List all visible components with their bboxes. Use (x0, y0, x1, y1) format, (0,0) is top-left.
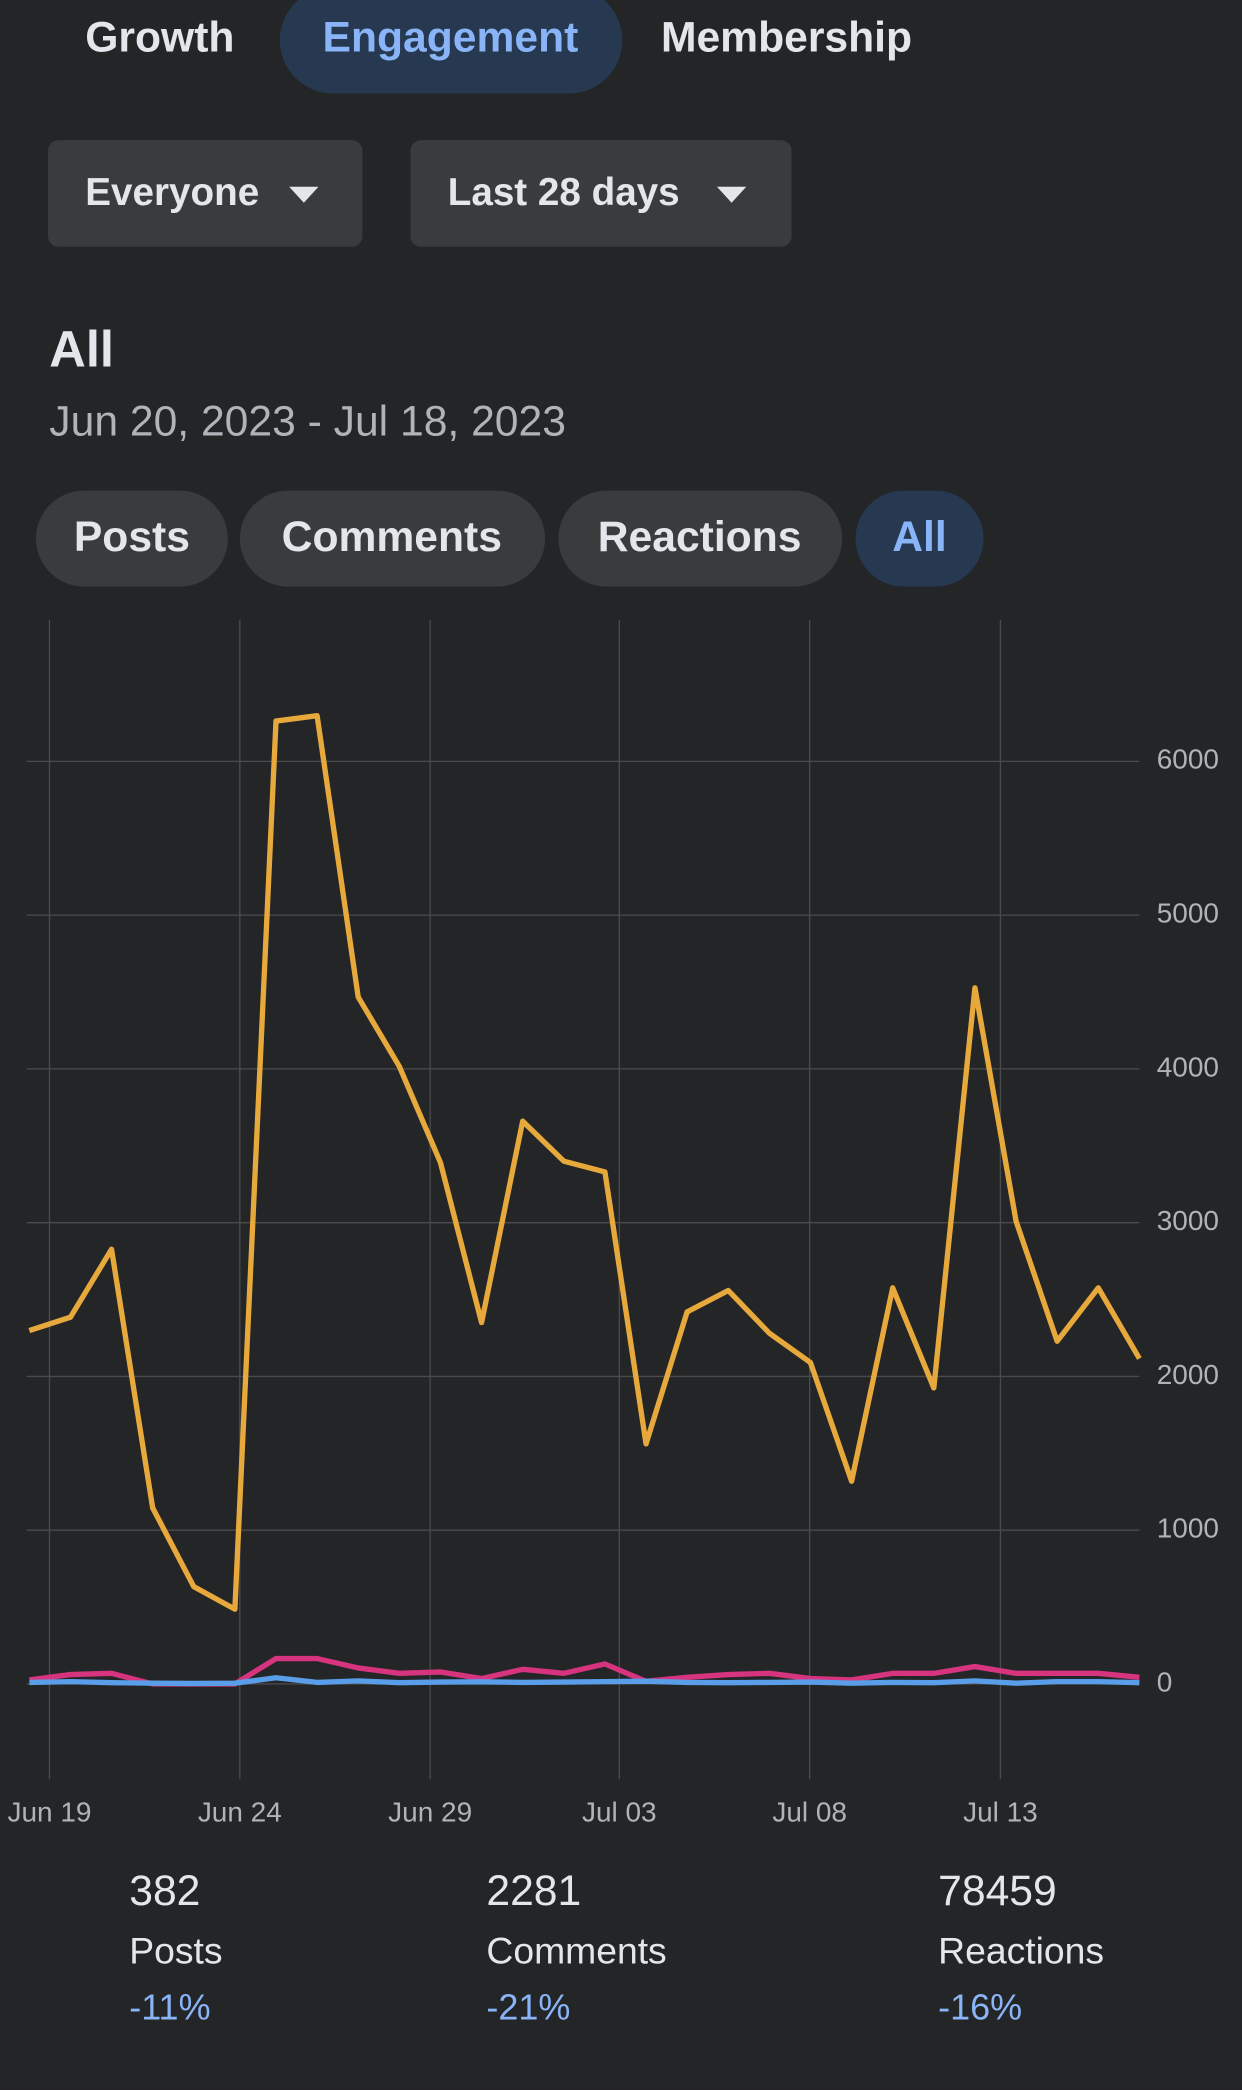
chip[interactable] (239, 490, 546, 587)
dropdown-label: Last 28 days (448, 171, 680, 214)
stats: 382 Posts -11% 2281 Comments -21% 78459 Reactio… (129, 1867, 1104, 2027)
stat-label: Posts (129, 1930, 222, 1972)
stat-value: 382 (129, 1867, 200, 1915)
stat-label: Reactions (938, 1930, 1104, 1972)
x-tick-label: Jul 03 (582, 1796, 657, 1827)
chart: Jun 19 Jun 24 Jun 29 Jul 03 Jul 08 Jul 13 0 100… (7, 619, 1219, 1827)
line-series (28, 713, 1142, 1612)
tab[interactable]: Engagement (323, 13, 579, 61)
chip-active[interactable] (855, 490, 984, 587)
x-tick-label: Jun 24 (198, 1796, 282, 1827)
stat-change: -16% (938, 1986, 1022, 2027)
stat-change: -21% (486, 1986, 570, 2027)
y-tick-label: 5000 (1157, 898, 1219, 929)
chip-label: Comments (282, 513, 502, 561)
chip[interactable] (558, 490, 843, 587)
section-title: All (49, 321, 114, 378)
tab[interactable]: Membership (661, 13, 912, 61)
dropdown-arrow (289, 186, 319, 203)
x-tick-label: Jun 29 (388, 1796, 472, 1827)
dropdown-label: Everyone (85, 171, 259, 214)
y-tick-label: 3000 (1157, 1205, 1219, 1236)
stat-change: -11% (129, 1986, 210, 2027)
stat-value: 2281 (486, 1867, 581, 1915)
dropdown[interactable] (47, 140, 363, 247)
chip[interactable] (35, 490, 228, 587)
tab-active-bg[interactable] (279, 0, 623, 94)
chip-label: All (892, 513, 946, 561)
tab[interactable]: Growth (85, 13, 234, 61)
chip-label: Reactions (598, 513, 802, 561)
y-tick-label: 6000 (1157, 744, 1219, 775)
y-tick-label: 1000 (1157, 1513, 1219, 1544)
x-tick-label: Jul 08 (772, 1796, 847, 1827)
date-range: Jun 20, 2023 - Jul 18, 2023 (49, 397, 566, 445)
stat-label: Comments (486, 1930, 666, 1972)
y-tick-label: 2000 (1157, 1359, 1219, 1390)
x-tick-label: Jun 19 (7, 1796, 91, 1827)
line-series (29, 1675, 1140, 1687)
x-tick-label: Jul 13 (963, 1796, 1038, 1827)
y-tick-label: 0 (1157, 1666, 1173, 1697)
chip-label: Posts (74, 513, 190, 561)
stat-value: 78459 (938, 1867, 1057, 1915)
y-tick-label: 4000 (1157, 1051, 1219, 1082)
dropdown-arrow (716, 186, 747, 203)
dropdown[interactable] (410, 140, 792, 247)
